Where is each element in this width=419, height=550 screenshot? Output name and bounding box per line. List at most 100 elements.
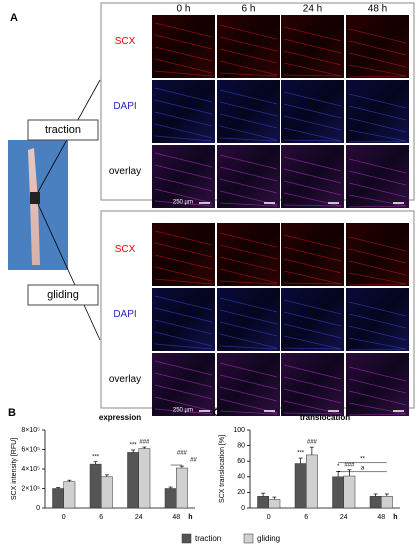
fiber bbox=[283, 412, 342, 415]
fiber bbox=[348, 272, 407, 285]
annotation: *** bbox=[297, 451, 305, 457]
fiber bbox=[219, 309, 278, 325]
fiber bbox=[154, 22, 213, 38]
micrograph bbox=[152, 15, 215, 78]
fiber bbox=[154, 343, 213, 350]
fiber bbox=[154, 70, 213, 77]
fiber bbox=[348, 413, 407, 416]
fiber bbox=[283, 400, 342, 415]
scale-bar-label: 250 µm bbox=[173, 200, 193, 206]
bar bbox=[63, 481, 76, 509]
micrograph bbox=[281, 80, 344, 143]
fiber bbox=[154, 360, 213, 376]
fiber bbox=[283, 115, 342, 131]
fiber bbox=[154, 372, 213, 388]
fiber bbox=[219, 137, 278, 142]
fiber bbox=[219, 202, 278, 207]
fiber bbox=[348, 313, 407, 329]
micrograph bbox=[217, 80, 280, 143]
fiber bbox=[219, 178, 278, 194]
fiber bbox=[154, 135, 213, 142]
fiber bbox=[219, 166, 278, 182]
panel-label: B bbox=[8, 407, 16, 419]
fiber bbox=[283, 246, 342, 262]
fiber bbox=[219, 268, 278, 284]
fiber bbox=[154, 408, 213, 415]
fiber bbox=[283, 323, 342, 339]
fiber bbox=[348, 205, 407, 208]
fiber bbox=[154, 384, 213, 400]
fiber bbox=[219, 101, 278, 117]
annotation: ### bbox=[307, 440, 318, 446]
fiber bbox=[283, 192, 342, 207]
fiber bbox=[348, 182, 407, 198]
timepoint-label: 6 h bbox=[242, 4, 256, 15]
fiber bbox=[283, 50, 342, 66]
annotation: ** bbox=[360, 456, 365, 462]
fiber bbox=[283, 347, 342, 350]
legend-label: traction bbox=[195, 534, 221, 543]
x-tick-label: 48 bbox=[172, 514, 180, 521]
fiber bbox=[283, 364, 342, 380]
fiber bbox=[283, 388, 342, 404]
timepoint-label: 48 h bbox=[368, 4, 387, 15]
fiber bbox=[348, 105, 407, 121]
fiber bbox=[348, 402, 407, 415]
fiber bbox=[283, 234, 342, 250]
fiber bbox=[154, 176, 213, 192]
fiber bbox=[348, 93, 407, 109]
fiber bbox=[348, 158, 407, 174]
micrograph bbox=[281, 353, 344, 416]
fiber bbox=[348, 140, 407, 143]
fiber bbox=[219, 345, 278, 350]
fiber bbox=[219, 24, 278, 40]
fiber bbox=[154, 242, 213, 258]
condition-box bbox=[27, 119, 99, 141]
micrograph bbox=[217, 145, 280, 208]
fiber bbox=[219, 232, 278, 248]
bar bbox=[332, 476, 344, 509]
y-tick-label: 8×10⁵ bbox=[21, 427, 40, 434]
fiber bbox=[348, 129, 407, 142]
annotation: * bbox=[337, 464, 340, 470]
timepoint-label: 0 h bbox=[177, 4, 191, 15]
fiber bbox=[219, 362, 278, 378]
fiber bbox=[283, 258, 342, 274]
fiber bbox=[348, 170, 407, 186]
fiber bbox=[154, 123, 213, 139]
fiber bbox=[348, 390, 407, 406]
micrograph bbox=[152, 288, 215, 351]
fiber bbox=[283, 270, 342, 285]
fiber bbox=[219, 113, 278, 129]
micrograph bbox=[346, 223, 409, 286]
bar bbox=[294, 463, 307, 509]
fiber bbox=[154, 331, 213, 347]
panel-label: A bbox=[10, 12, 18, 24]
fiber bbox=[154, 46, 213, 62]
annotation: ## bbox=[190, 458, 197, 464]
channel-label: overlay bbox=[109, 166, 141, 177]
fiber bbox=[154, 152, 213, 168]
fiber bbox=[283, 26, 342, 42]
channel-label: DAPI bbox=[113, 101, 136, 112]
x-tick-label: 6 bbox=[99, 514, 103, 521]
bar bbox=[381, 496, 393, 509]
fiber bbox=[283, 311, 342, 327]
fiber bbox=[219, 410, 278, 415]
bar bbox=[52, 488, 64, 509]
micrograph bbox=[217, 353, 280, 416]
fiber bbox=[154, 99, 213, 115]
y-tick-label: 2×10⁵ bbox=[21, 485, 40, 492]
x-tick-label: 0 bbox=[62, 514, 66, 521]
annotation: *** bbox=[92, 454, 100, 460]
fiber bbox=[283, 204, 342, 207]
fiber bbox=[283, 168, 342, 184]
micrograph bbox=[217, 223, 280, 286]
x-tick-label: 24 bbox=[135, 514, 143, 521]
fiber bbox=[219, 154, 278, 170]
micrograph bbox=[152, 353, 215, 416]
x-axis-label: h bbox=[188, 514, 192, 521]
micrograph bbox=[281, 15, 344, 78]
y-tick-label: 20 bbox=[237, 489, 245, 496]
fiber bbox=[283, 376, 342, 392]
